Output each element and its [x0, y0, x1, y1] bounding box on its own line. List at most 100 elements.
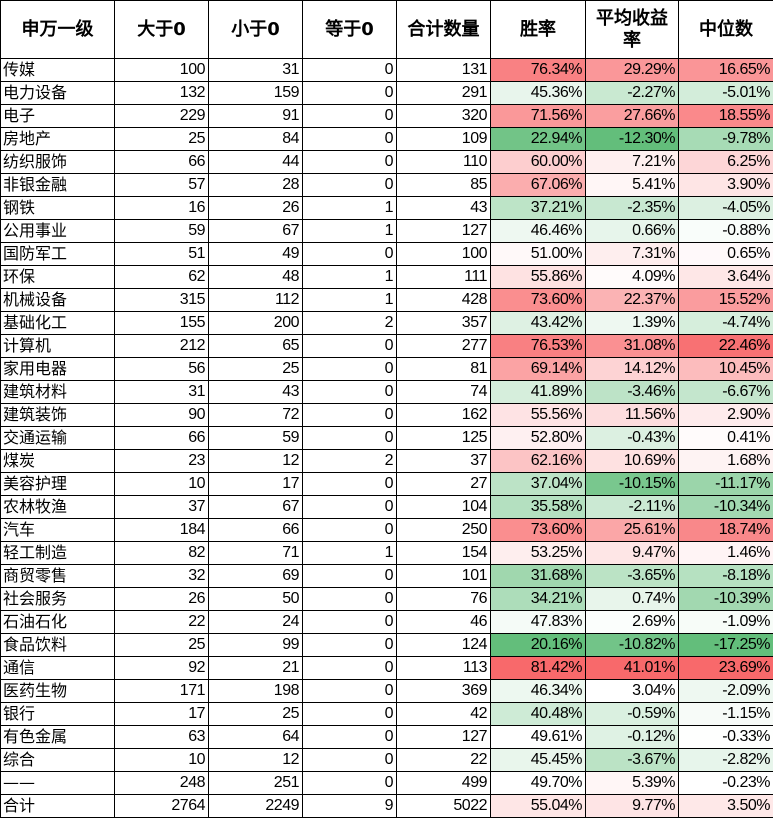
- value-cell: 277: [396, 334, 491, 358]
- value-cell: -10.39%: [678, 587, 773, 611]
- value-cell: 0: [302, 633, 397, 657]
- industry-name-cell: 石油石化: [0, 610, 115, 634]
- table-row: 建筑材料 31 43 0 74 41.89% -3.46% -6.67%: [0, 380, 773, 404]
- table-row: 电力设备 132 159 0 291 45.36% -2.27% -5.01%: [0, 81, 773, 105]
- value-cell: 0: [302, 173, 397, 197]
- value-cell: 124: [396, 633, 491, 657]
- value-cell: 69.14%: [490, 357, 586, 381]
- value-cell: 37.21%: [490, 196, 586, 220]
- value-cell: 73.60%: [490, 288, 586, 312]
- value-cell: 63: [114, 725, 209, 749]
- value-cell: 91: [208, 104, 303, 128]
- value-cell: 10.45%: [678, 357, 773, 381]
- value-cell: 251: [208, 771, 303, 795]
- value-cell: 2249: [208, 794, 303, 818]
- value-cell: 1: [302, 265, 397, 289]
- table-row: 家用电器 56 25 0 81 69.14% 14.12% 10.45%: [0, 357, 773, 381]
- value-cell: 27.66%: [585, 104, 679, 128]
- table-row: 计算机 212 65 0 277 76.53% 31.08% 22.46%: [0, 334, 773, 358]
- industry-name-cell: 房地产: [0, 127, 115, 151]
- value-cell: 51: [114, 242, 209, 266]
- value-cell: 24: [208, 610, 303, 634]
- value-cell: 0: [302, 587, 397, 611]
- value-cell: 159: [208, 81, 303, 105]
- industry-name-cell: ——: [0, 771, 115, 795]
- value-cell: 12: [208, 449, 303, 473]
- column-header: 等于0: [302, 0, 397, 59]
- value-cell: 4.09%: [585, 265, 679, 289]
- value-cell: 0: [302, 702, 397, 726]
- value-cell: -11.17%: [678, 472, 773, 496]
- value-cell: 25: [114, 127, 209, 151]
- value-cell: -4.74%: [678, 311, 773, 335]
- value-cell: -0.23%: [678, 771, 773, 795]
- value-cell: 0: [302, 242, 397, 266]
- value-cell: 66: [114, 426, 209, 450]
- value-cell: 1: [302, 288, 397, 312]
- value-cell: 43.42%: [490, 311, 586, 335]
- value-cell: 71.56%: [490, 104, 586, 128]
- industry-name-cell: 传媒: [0, 58, 115, 82]
- table-row: 公用事业 59 67 1 127 46.46% 0.66% -0.88%: [0, 219, 773, 243]
- value-cell: 76.53%: [490, 334, 586, 358]
- value-cell: 0: [302, 725, 397, 749]
- value-cell: -2.27%: [585, 81, 679, 105]
- value-cell: 47.83%: [490, 610, 586, 634]
- value-cell: 104: [396, 495, 491, 519]
- value-cell: -3.67%: [585, 748, 679, 772]
- value-cell: 110: [396, 150, 491, 174]
- value-cell: 1: [302, 219, 397, 243]
- table-row: 有色金属 63 64 0 127 49.61% -0.12% -0.33%: [0, 725, 773, 749]
- value-cell: 100: [396, 242, 491, 266]
- value-cell: 1.39%: [585, 311, 679, 335]
- value-cell: 5022: [396, 794, 491, 818]
- value-cell: 37: [114, 495, 209, 519]
- value-cell: 3.50%: [678, 794, 773, 818]
- industry-name-cell: 电力设备: [0, 81, 115, 105]
- value-cell: 7.21%: [585, 150, 679, 174]
- value-cell: 111: [396, 265, 491, 289]
- table-row: 传媒 100 31 0 131 76.34% 29.29% 16.65%: [0, 58, 773, 82]
- value-cell: 64: [208, 725, 303, 749]
- value-cell: 428: [396, 288, 491, 312]
- value-cell: 0: [302, 656, 397, 680]
- value-cell: 22.94%: [490, 127, 586, 151]
- value-cell: 46.46%: [490, 219, 586, 243]
- value-cell: 113: [396, 656, 491, 680]
- value-cell: 0: [302, 679, 397, 703]
- value-cell: -5.01%: [678, 81, 773, 105]
- value-cell: 17: [208, 472, 303, 496]
- value-cell: 76.34%: [490, 58, 586, 82]
- industry-name-cell: 计算机: [0, 334, 115, 358]
- value-cell: 67: [208, 219, 303, 243]
- value-cell: 0: [302, 334, 397, 358]
- value-cell: 0: [302, 518, 397, 542]
- industry-name-cell: 综合: [0, 748, 115, 772]
- value-cell: -8.18%: [678, 564, 773, 588]
- value-cell: 100: [114, 58, 209, 82]
- value-cell: 76: [396, 587, 491, 611]
- value-cell: 171: [114, 679, 209, 703]
- value-cell: 37: [396, 449, 491, 473]
- value-cell: 499: [396, 771, 491, 795]
- value-cell: -1.15%: [678, 702, 773, 726]
- value-cell: 51.00%: [490, 242, 586, 266]
- industry-name-cell: 建筑装饰: [0, 403, 115, 427]
- value-cell: 0: [302, 357, 397, 381]
- header-row: 申万一级 大于0 小于0 等于0 合计数量 胜率 平均收益率 中位数: [0, 0, 773, 59]
- industry-name-cell: 纺织服饰: [0, 150, 115, 174]
- value-cell: 52.80%: [490, 426, 586, 450]
- value-cell: 127: [396, 725, 491, 749]
- industry-name-cell: 钢铁: [0, 196, 115, 220]
- value-cell: 12: [208, 748, 303, 772]
- value-cell: 6.25%: [678, 150, 773, 174]
- value-cell: -2.09%: [678, 679, 773, 703]
- value-cell: 11.56%: [585, 403, 679, 427]
- column-header: 合计数量: [396, 0, 491, 59]
- value-cell: 357: [396, 311, 491, 335]
- value-cell: 18.74%: [678, 518, 773, 542]
- table-row: 国防军工 51 49 0 100 51.00% 7.31% 0.65%: [0, 242, 773, 266]
- value-cell: 56: [114, 357, 209, 381]
- value-cell: 85: [396, 173, 491, 197]
